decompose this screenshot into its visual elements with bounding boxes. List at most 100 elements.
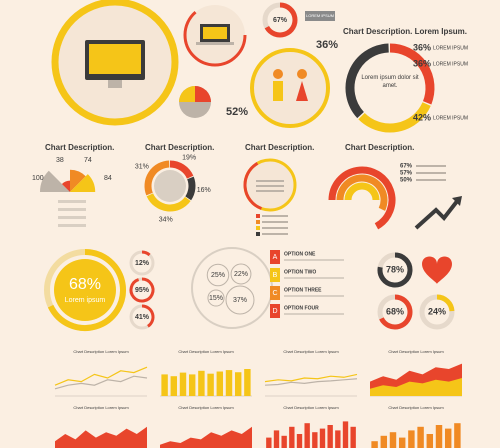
item-text: LOREM IPSUM	[433, 61, 468, 67]
radial-wedge	[70, 174, 96, 192]
donut-segment	[144, 160, 170, 196]
mini-bar	[281, 435, 287, 448]
option-letter: C	[272, 290, 277, 297]
panel-title: Chart Description.	[45, 143, 114, 152]
small-pie-slice	[195, 86, 211, 102]
mini-bar	[371, 441, 378, 448]
donut-segment	[185, 176, 196, 201]
people-ring	[250, 48, 330, 128]
mini-line	[264, 373, 358, 383]
mini-bar	[188, 374, 196, 396]
mini-bar	[380, 435, 388, 448]
donut-segment	[146, 193, 191, 212]
donut-segment	[358, 102, 431, 133]
item-text: LOREM IPSUM	[433, 115, 468, 121]
gauge-label: 68%	[386, 306, 404, 316]
gauge-arc	[377, 252, 413, 288]
heart	[422, 256, 452, 284]
radial-wedge	[70, 169, 86, 192]
gauge-label: 67%	[273, 17, 288, 24]
mini-bar	[435, 425, 443, 448]
bubble-label: 25%	[211, 272, 225, 279]
stat: 52%	[226, 106, 248, 118]
option-text: OPTION FOUR	[284, 305, 319, 311]
gauge-label: 41%	[135, 314, 150, 321]
bubble	[207, 289, 225, 307]
bubble-label: 22%	[234, 271, 248, 278]
legend-line	[262, 227, 288, 229]
summary-center: Lorem ipsum dolor sit amet.	[361, 75, 419, 89]
option-text: OPTION TWO	[284, 269, 316, 275]
main-text: Lorem ipsum	[65, 297, 106, 304]
donut-label: 19%	[182, 155, 196, 162]
mini-area	[55, 426, 147, 448]
gauge-label: 95%	[135, 287, 150, 294]
mini-bar	[327, 425, 333, 448]
radial-label: 38	[56, 157, 64, 164]
legend-line	[58, 200, 86, 203]
arc-label: 57%	[400, 171, 413, 177]
panel-title: Chart Description.	[245, 143, 314, 152]
summary-title: Chart Description. Lorem Ipsum.	[343, 27, 467, 36]
item-label: 36%	[413, 58, 431, 68]
mini-title: Chart Description Lorem Ipsum	[178, 349, 234, 354]
arc-legend-line	[416, 165, 446, 167]
radial-wedge	[61, 180, 70, 192]
option-box	[270, 304, 280, 318]
gauge-arc	[264, 2, 298, 38]
legend-swatch	[256, 214, 260, 218]
mini-title: Chart Description Lorem Ipsum	[283, 349, 339, 354]
mini-bar	[216, 371, 224, 396]
mini-bar	[342, 421, 349, 448]
summary-center-text: Lorem ipsum dolor sit amet.	[361, 75, 419, 89]
gauge-arc	[436, 294, 455, 312]
stat: 36%	[316, 39, 338, 51]
radial-label: 74	[84, 157, 92, 164]
mini-bar	[312, 432, 318, 448]
globe	[154, 170, 186, 202]
arc-label: 50%	[400, 178, 413, 184]
radial-label: 84	[104, 175, 112, 182]
mini-bar	[266, 437, 272, 448]
ring-text-line	[256, 185, 284, 187]
person-body	[273, 81, 283, 101]
arc-legend-line	[416, 172, 446, 174]
small-pie-slice	[179, 86, 195, 102]
bubble	[225, 285, 255, 315]
gauge-arc	[141, 250, 151, 257]
mini-bar	[350, 426, 356, 448]
donut-segment	[345, 43, 389, 119]
mini-line	[54, 366, 148, 386]
item-label: 42%	[413, 112, 431, 122]
legend-line	[58, 216, 86, 219]
trend-arrow-head	[452, 196, 462, 206]
mini-title: Chart Description Lorem Ipsum	[178, 405, 234, 410]
main-fill	[54, 259, 116, 321]
ring-text-line	[256, 180, 284, 182]
mini-bar	[198, 370, 205, 396]
mini-bar	[179, 372, 187, 396]
mini-bar	[273, 430, 280, 448]
mini-bar	[417, 426, 424, 448]
legend-swatch	[256, 226, 260, 230]
mini-bar	[426, 434, 434, 448]
option-letter: B	[273, 272, 278, 279]
gauge-label: 78%	[386, 264, 404, 274]
mini-bar	[389, 432, 397, 448]
item-text: LOREM IPSUM	[433, 45, 468, 51]
bubble-label: 15%	[209, 295, 223, 302]
option-line	[284, 277, 344, 279]
mini-bar	[319, 428, 326, 448]
mini-title: Chart Description Lorem Ipsum	[73, 405, 129, 410]
laptop-screen	[203, 27, 227, 39]
mini-bar	[207, 373, 214, 396]
legend-line	[262, 221, 288, 223]
mini-area	[160, 426, 252, 448]
mini-bar	[335, 430, 341, 448]
tag-box	[305, 11, 335, 21]
mini-title: Chart Description Lorem Ipsum	[388, 349, 444, 354]
mini-bar	[444, 428, 452, 448]
mini-bar	[170, 376, 178, 396]
donut-segment	[169, 160, 194, 179]
